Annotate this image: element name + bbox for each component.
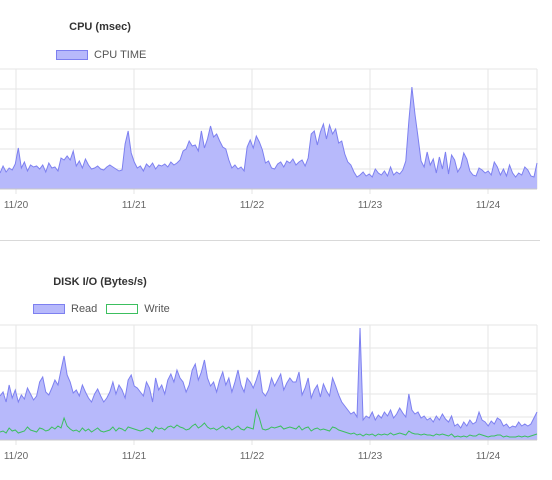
disk-chart-title: DISK I/O (Bytes/s) (53, 276, 147, 288)
cpu-x-tick-label: 11/20 (4, 200, 29, 211)
disk-legend: Read Write (33, 303, 179, 315)
cpu-x-tick-label: 11/22 (240, 200, 265, 211)
cpu-legend: CPU TIME (56, 49, 155, 61)
cpu-series-cpu-time-area (0, 87, 537, 189)
legend-item-cpu-time[interactable]: CPU TIME (56, 49, 146, 61)
disk-series-read-area (0, 328, 537, 440)
panel-divider (0, 240, 540, 241)
legend-item-write[interactable]: Write (106, 303, 170, 315)
cpu-series-cpu-time-line (0, 86, 538, 178)
write-swatch (106, 304, 139, 314)
disk-x-tick-label: 11/22 (240, 451, 265, 462)
disk-x-tick-label: 11/23 (358, 451, 383, 462)
disk-series-write-line (0, 408, 538, 438)
read-legend-label: Read (71, 303, 98, 315)
cpu-time-swatch (56, 50, 88, 60)
disk-x-tick-label: 11/20 (4, 451, 29, 462)
write-legend-label: Write (144, 303, 170, 315)
cpu-time-legend-label: CPU TIME (94, 49, 147, 61)
cpu-chart-panel: CPU (msec) CPU TIME 11/20 11/21 11/22 11/23… (0, 21, 538, 211)
cpu-chart-title: CPU (msec) (69, 21, 131, 33)
cpu-plot-area: 11/20 11/21 11/22 11/23 11/24 (0, 68, 538, 211)
cpu-x-tick-label: 11/21 (122, 200, 147, 211)
disk-plot-area: 11/20 11/21 11/22 11/23 11/24 (0, 324, 538, 462)
legend-item-read[interactable]: Read (33, 303, 97, 315)
read-swatch (33, 304, 65, 314)
disk-x-tick-label: 11/24 (476, 451, 501, 462)
disk-chart-panel: DISK I/O (Bytes/s) Read Write 11/20 11/21… (0, 241, 552, 480)
cpu-x-tick-label: 11/23 (358, 200, 383, 211)
disk-x-tick-label: 11/21 (122, 451, 147, 462)
disk-series-read-line (0, 327, 538, 429)
cpu-x-tick-label: 11/24 (476, 200, 501, 211)
